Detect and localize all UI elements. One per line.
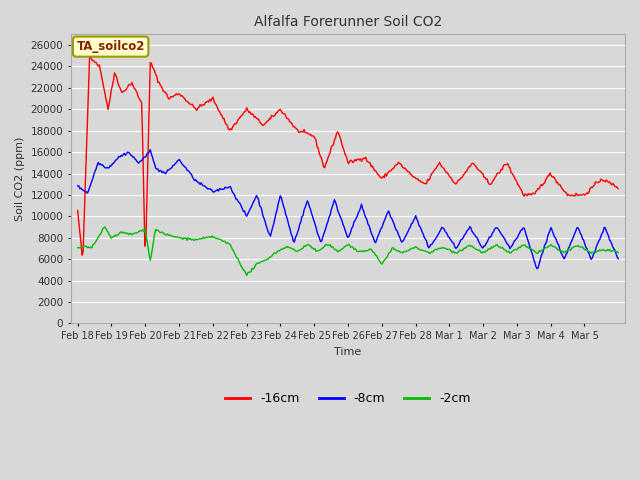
Y-axis label: Soil CO2 (ppm): Soil CO2 (ppm) — [15, 137, 25, 221]
Title: Alfalfa Forerunner Soil CO2: Alfalfa Forerunner Soil CO2 — [254, 15, 442, 29]
X-axis label: Time: Time — [334, 347, 362, 357]
Text: TA_soilco2: TA_soilco2 — [77, 40, 145, 53]
Legend: -16cm, -8cm, -2cm: -16cm, -8cm, -2cm — [220, 387, 476, 410]
